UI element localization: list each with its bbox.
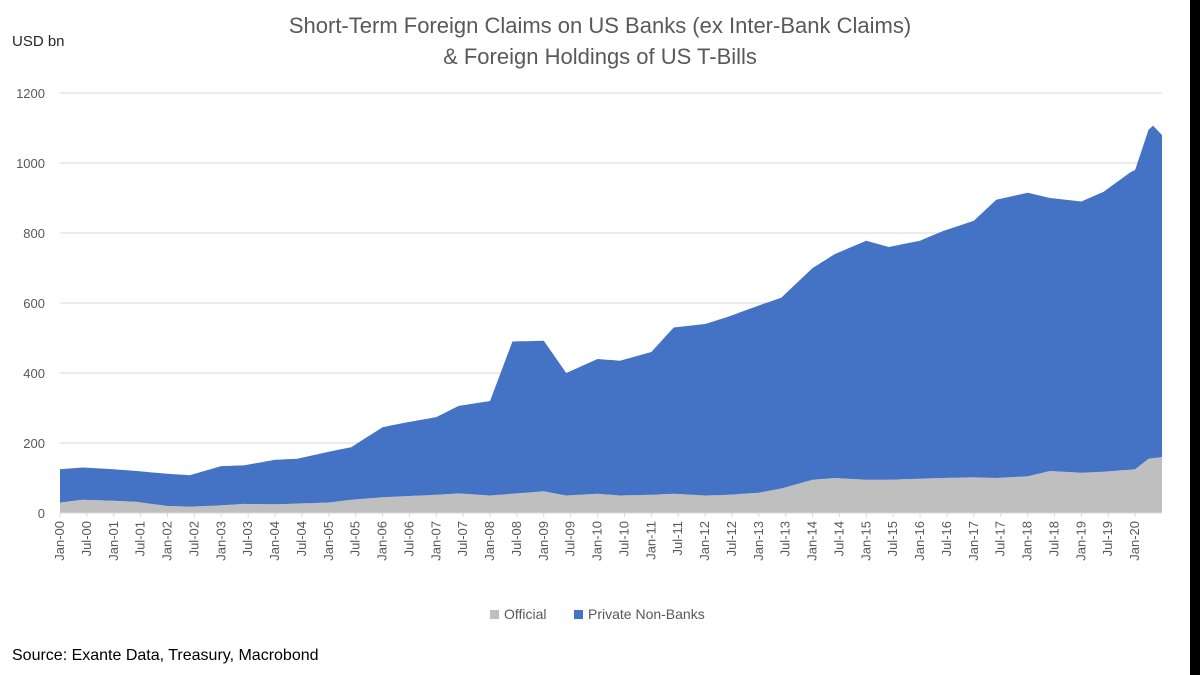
right-border: [1190, 0, 1200, 675]
y-axis-ticks: 0 200 400 600 800 1000 1200: [16, 86, 45, 521]
x-tick-label: Jan-02: [160, 521, 175, 561]
x-tick-label: Jul-09: [563, 521, 578, 556]
x-tick-label: Jan-08: [482, 521, 497, 561]
x-tick-label: Jan-14: [805, 521, 820, 561]
stacked-area-chart: 0 200 400 600 800 1000 1200 Jan-00 Jul-00 Jan-01…: [16, 86, 1162, 622]
y-tick-label: 600: [23, 296, 45, 311]
x-tick-label: Jan-18: [1020, 521, 1035, 561]
x-tick-label: Jul-12: [724, 521, 739, 556]
x-tick-label: Jul-06: [401, 521, 416, 556]
x-tick-label: Jan-03: [213, 521, 228, 561]
x-tick-label: Jul-04: [294, 521, 309, 556]
x-tick-label: Jan-19: [1073, 521, 1088, 561]
x-tick-label: Jul-05: [348, 521, 363, 556]
x-tick-label: Jul-17: [993, 521, 1008, 556]
x-tick-label: Jul-11: [670, 521, 685, 555]
x-tick-label: Jul-13: [778, 521, 793, 556]
x-axis-ticks: Jan-00 Jul-00 Jan-01 Jul-01 Jan-02 Jul-02 Jan-…: [52, 513, 1142, 561]
y-tick-label: 1000: [16, 156, 45, 171]
x-tick-label: Jul-02: [186, 521, 201, 556]
chart-title-line-1: Short-Term Foreign Claims on US Banks (e…: [288, 13, 912, 38]
legend-label: Official: [504, 606, 547, 622]
x-tick-label: Jul-10: [616, 521, 631, 556]
x-tick-label: Jan-11: [643, 521, 658, 560]
x-tick-label: Jan-05: [321, 521, 336, 561]
x-tick-label: Jul-07: [455, 521, 470, 556]
x-tick-label: Jan-17: [966, 521, 981, 561]
x-tick-label: Jan-20: [1127, 521, 1142, 561]
x-tick-label: Jan-00: [52, 521, 67, 561]
x-tick-label: Jul-18: [1046, 521, 1061, 556]
y-tick-label: 200: [23, 436, 45, 451]
x-tick-label: Jan-13: [751, 521, 766, 561]
x-tick-label: Jan-01: [106, 521, 121, 561]
area-official: [60, 457, 1162, 513]
x-tick-label: Jul-14: [831, 521, 846, 556]
y-axis-unit-label: USD bn: [12, 33, 65, 50]
x-tick-label: Jul-19: [1100, 521, 1115, 556]
legend-swatch: [490, 610, 499, 619]
x-tick-label: Jul-15: [885, 521, 900, 556]
x-tick-label: Jan-16: [912, 521, 927, 561]
x-tick-label: Jan-07: [428, 521, 443, 561]
x-tick-label: Jan-12: [697, 521, 712, 561]
legend: Official Private Non-Banks: [490, 606, 705, 622]
chart-title: Short-Term Foreign Claims on US Banks (e…: [150, 10, 1050, 72]
x-tick-label: Jul-16: [939, 521, 954, 556]
area-series: [60, 125, 1162, 513]
y-tick-label: 800: [23, 226, 45, 241]
x-tick-label: Jan-09: [536, 521, 551, 561]
x-tick-label: Jan-10: [590, 521, 605, 561]
legend-label: Private Non-Banks: [588, 606, 705, 622]
x-tick-label: Jul-08: [509, 521, 524, 556]
chart-title-line-2: & Foreign Holdings of US T-Bills: [443, 44, 757, 69]
x-tick-label: Jul-03: [240, 521, 255, 556]
y-tick-label: 0: [38, 506, 45, 521]
area-private-non-banks: [60, 125, 1162, 507]
x-tick-label: Jan-15: [858, 521, 873, 561]
x-tick-label: Jan-06: [375, 521, 390, 561]
y-tick-label: 1200: [16, 86, 45, 101]
source-note: Source: Exante Data, Treasury, Macrobond: [12, 647, 319, 664]
x-tick-label: Jul-01: [133, 521, 148, 556]
legend-swatch: [574, 610, 583, 619]
x-tick-label: Jul-00: [79, 521, 94, 556]
x-tick-label: Jan-04: [267, 521, 282, 561]
y-tick-label: 400: [23, 366, 45, 381]
